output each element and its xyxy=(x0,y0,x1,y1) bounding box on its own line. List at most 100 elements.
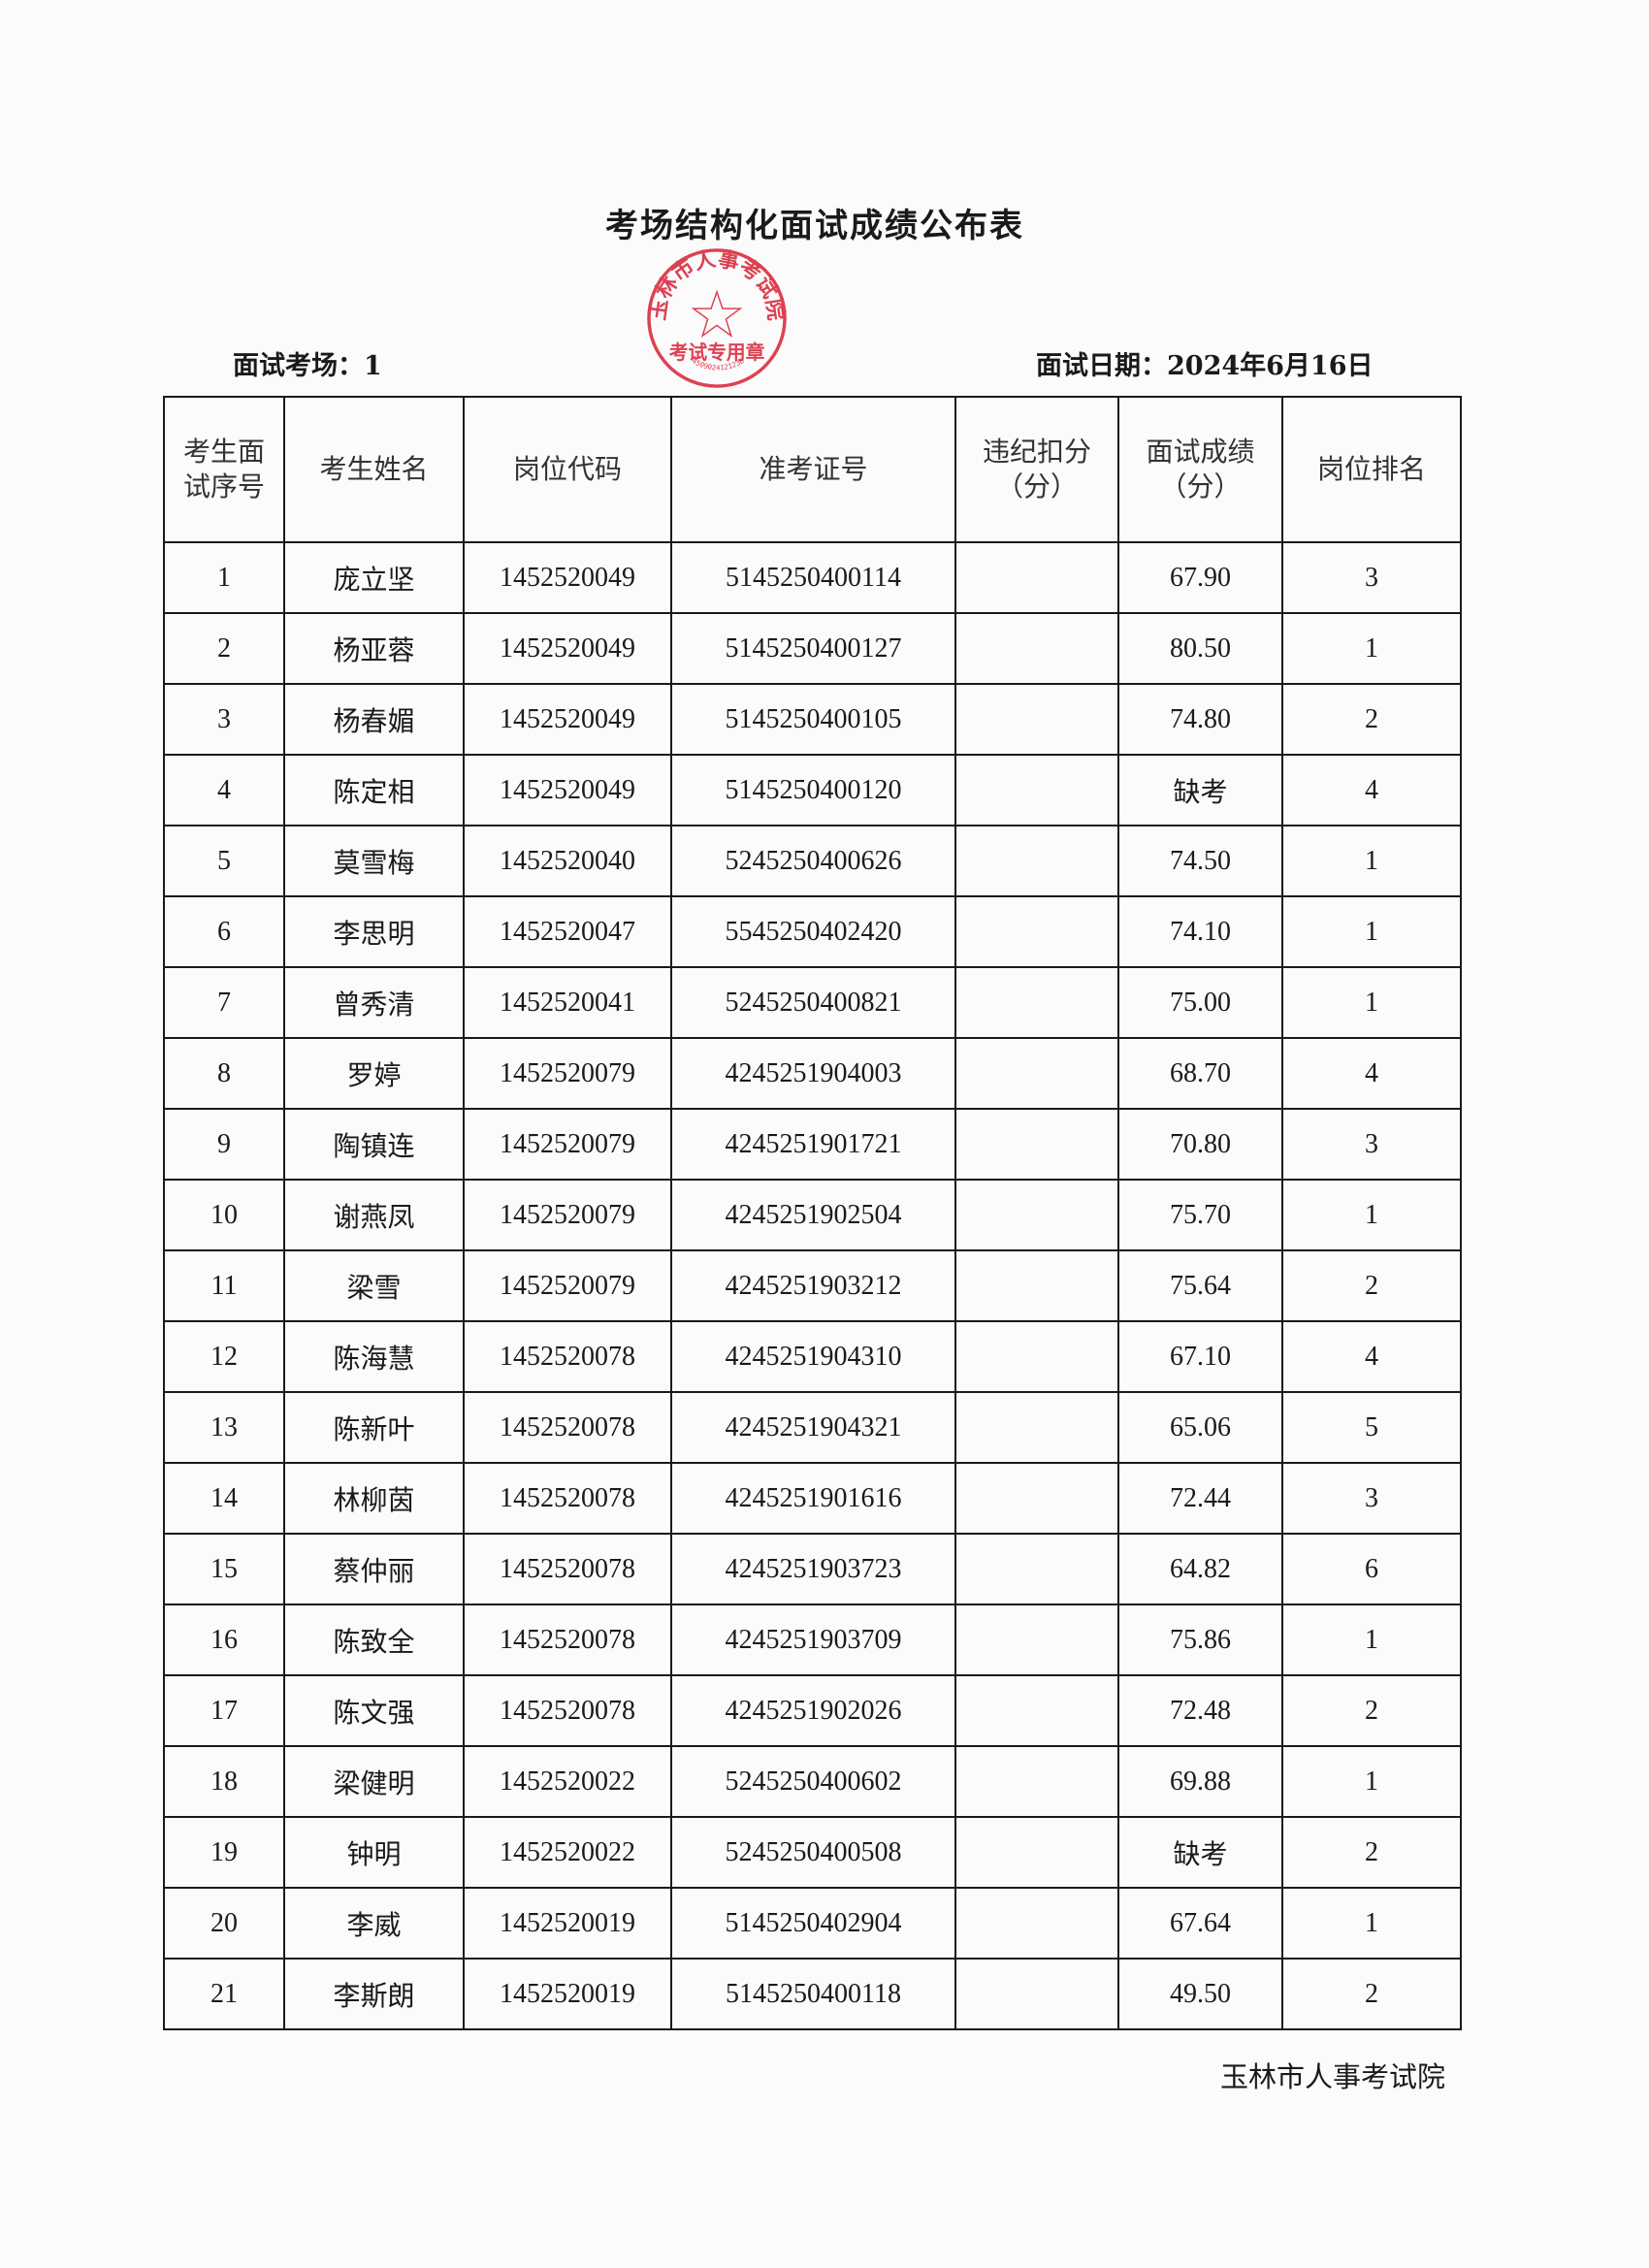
cell-rank: 4 xyxy=(1281,754,1462,826)
cell-rank: 1 xyxy=(1281,966,1462,1039)
cell-post-code: 1452520049 xyxy=(463,754,672,826)
cell-post-code: 1452520019 xyxy=(463,1887,672,1960)
cell-score: 70.80 xyxy=(1117,1108,1283,1181)
cell-post-code: 1452520078 xyxy=(463,1462,672,1535)
cell-post-code: 1452520079 xyxy=(463,1179,672,1251)
cell-deduction xyxy=(954,683,1119,756)
cell-post-code: 1452520078 xyxy=(463,1391,672,1464)
table-row: 17 陈文强 1452520078 4245251902026 72.48 2 xyxy=(163,1674,1462,1747)
cell-seq: 18 xyxy=(163,1745,285,1818)
cell-deduction xyxy=(954,754,1119,826)
cell-ticket-no: 4245251904003 xyxy=(670,1037,956,1110)
cell-name: 陈海慧 xyxy=(283,1320,465,1393)
table-row: 9 陶镇连 1452520079 4245251901721 70.80 3 xyxy=(163,1108,1462,1181)
cell-rank: 1 xyxy=(1281,1745,1462,1818)
exam-date-label: 面试日期：2024年6月16日 xyxy=(1036,351,1374,381)
cell-name: 林柳茵 xyxy=(283,1462,465,1535)
cell-name: 李威 xyxy=(283,1887,465,1960)
cell-name: 陈新叶 xyxy=(283,1391,465,1464)
table-row: 14 林柳茵 1452520078 4245251901616 72.44 3 xyxy=(163,1462,1462,1535)
table-header-row: 考生面 试序号 考生姓名 岗位代码 准考证号 违纪扣分 （分） 面试成绩 （分） 岗位排名 xyxy=(163,396,1462,543)
cell-rank: 1 xyxy=(1281,612,1462,685)
cell-name: 钟明 xyxy=(283,1816,465,1889)
cell-ticket-no: 4245251903723 xyxy=(670,1533,956,1605)
cell-deduction xyxy=(954,1249,1119,1322)
cell-seq: 20 xyxy=(163,1887,285,1960)
cell-name: 罗婷 xyxy=(283,1037,465,1110)
cell-seq: 21 xyxy=(163,1958,285,2030)
cell-seq: 16 xyxy=(163,1604,285,1676)
cell-ticket-no: 5145250400114 xyxy=(670,541,956,614)
cell-name: 陈文强 xyxy=(283,1674,465,1747)
cell-deduction xyxy=(954,966,1119,1039)
cell-ticket-no: 5245250400508 xyxy=(670,1816,956,1889)
cell-ticket-no: 5245250400626 xyxy=(670,825,956,897)
cell-post-code: 1452520078 xyxy=(463,1533,672,1605)
cell-score: 75.70 xyxy=(1117,1179,1283,1251)
cell-score: 72.48 xyxy=(1117,1674,1283,1747)
cell-deduction xyxy=(954,1745,1119,1818)
cell-ticket-no: 5145250400127 xyxy=(670,612,956,685)
svg-text:玉林市人事考试院: 玉林市人事考试院 xyxy=(646,246,789,322)
cell-score: 65.06 xyxy=(1117,1391,1283,1464)
table-row: 3 杨春媚 1452520049 5145250400105 74.80 2 xyxy=(163,683,1462,756)
table-row: 7 曾秀清 1452520041 5245250400821 75.00 1 xyxy=(163,966,1462,1039)
issuer-signature: 玉林市人事考试院 xyxy=(1219,2060,1445,2093)
cell-score: 74.50 xyxy=(1117,825,1283,897)
cell-ticket-no: 4245251901616 xyxy=(670,1462,956,1535)
cell-post-code: 1452520078 xyxy=(463,1604,672,1676)
cell-rank: 6 xyxy=(1281,1533,1462,1605)
cell-score: 68.70 xyxy=(1117,1037,1283,1110)
exam-room-label: 面试考场：1 xyxy=(233,351,382,381)
cell-seq: 4 xyxy=(163,754,285,826)
cell-deduction xyxy=(954,1462,1119,1535)
cell-name: 梁健明 xyxy=(283,1745,465,1818)
cell-post-code: 1452520022 xyxy=(463,1816,672,1889)
cell-seq: 12 xyxy=(163,1320,285,1393)
cell-ticket-no: 4245251904321 xyxy=(670,1391,956,1464)
cell-seq: 2 xyxy=(163,612,285,685)
cell-score: 75.64 xyxy=(1117,1249,1283,1322)
cell-deduction xyxy=(954,1179,1119,1251)
cell-ticket-no: 4245251901721 xyxy=(670,1108,956,1181)
cell-rank: 2 xyxy=(1281,683,1462,756)
cell-ticket-no: 5145250400105 xyxy=(670,683,956,756)
cell-score: 缺考 xyxy=(1117,1816,1283,1889)
table-row: 13 陈新叶 1452520078 4245251904321 65.06 5 xyxy=(163,1391,1462,1464)
cell-post-code: 1452520040 xyxy=(463,825,672,897)
cell-rank: 3 xyxy=(1281,541,1462,614)
cell-ticket-no: 4245251902504 xyxy=(670,1179,956,1251)
cell-ticket-no: 4245251902026 xyxy=(670,1674,956,1747)
cell-deduction xyxy=(954,1533,1119,1605)
table-row: 19 钟明 1452520022 5245250400508 缺考 2 xyxy=(163,1816,1462,1889)
cell-name: 莫雪梅 xyxy=(283,825,465,897)
cell-seq: 6 xyxy=(163,895,285,968)
cell-score: 69.88 xyxy=(1117,1745,1283,1818)
cell-score: 74.80 xyxy=(1117,683,1283,756)
cell-rank: 1 xyxy=(1281,1887,1462,1960)
table-row: 20 李威 1452520019 5145250402904 67.64 1 xyxy=(163,1887,1462,1960)
cell-ticket-no: 5145250402904 xyxy=(670,1887,956,1960)
table-row: 12 陈海慧 1452520078 4245251904310 67.10 4 xyxy=(163,1320,1462,1393)
cell-rank: 2 xyxy=(1281,1816,1462,1889)
cell-ticket-no: 5545250402420 xyxy=(670,895,956,968)
cell-score: 67.90 xyxy=(1117,541,1283,614)
cell-rank: 2 xyxy=(1281,1249,1462,1322)
cell-score: 64.82 xyxy=(1117,1533,1283,1605)
cell-ticket-no: 4245251903709 xyxy=(670,1604,956,1676)
cell-rank: 2 xyxy=(1281,1674,1462,1747)
cell-seq: 13 xyxy=(163,1391,285,1464)
cell-rank: 1 xyxy=(1281,1179,1462,1251)
cell-seq: 8 xyxy=(163,1037,285,1110)
cell-name: 李斯朗 xyxy=(283,1958,465,2030)
cell-ticket-no: 5145250400118 xyxy=(670,1958,956,2030)
cell-post-code: 1452520079 xyxy=(463,1108,672,1181)
cell-rank: 3 xyxy=(1281,1108,1462,1181)
table-row: 15 蔡仲丽 1452520078 4245251903723 64.82 6 xyxy=(163,1533,1462,1605)
table-row: 1 庞立坚 1452520049 5145250400114 67.90 3 xyxy=(163,541,1462,614)
cell-rank: 4 xyxy=(1281,1037,1462,1110)
table-row: 6 李思明 1452520047 5545250402420 74.10 1 xyxy=(163,895,1462,968)
cell-rank: 1 xyxy=(1281,825,1462,897)
cell-post-code: 1452520049 xyxy=(463,541,672,614)
cell-seq: 15 xyxy=(163,1533,285,1605)
